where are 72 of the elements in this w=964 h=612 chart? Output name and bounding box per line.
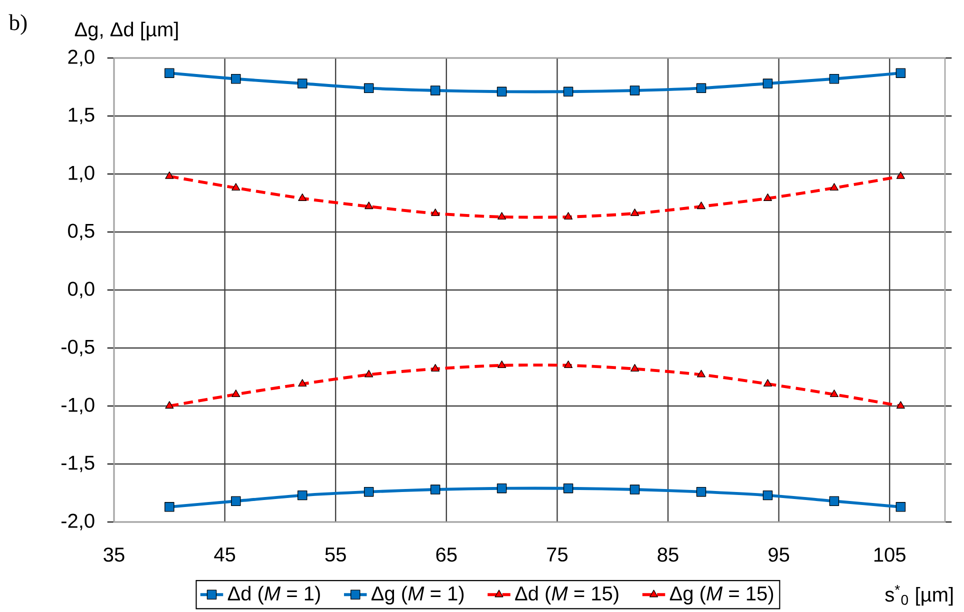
text: b) <box>8 14 27 35</box>
point <box>564 212 573 220</box>
y-tick-label: -2,0 <box>61 514 94 530</box>
point <box>430 484 440 494</box>
point <box>496 86 507 97</box>
point <box>630 364 640 372</box>
y-tick-label: 0,0 <box>68 282 94 298</box>
point <box>430 86 440 96</box>
point <box>696 83 706 94</box>
y-tick-label: -0,5 <box>61 340 94 356</box>
point <box>896 68 906 78</box>
legend-label: Δd (M = 15) <box>515 586 618 604</box>
y-axis-title: Δg, Δd [µm] <box>74 22 178 40</box>
point <box>364 202 374 210</box>
y-tick-label: -1,0 <box>61 398 94 414</box>
x-tick-label: 65 <box>436 548 457 562</box>
x-tick-label: 35 <box>104 548 124 562</box>
legend-label: Δd (M = 1) <box>228 586 320 604</box>
point <box>431 208 440 216</box>
x-tick-label: 105 <box>874 548 906 562</box>
x-tick-label: 55 <box>325 548 346 562</box>
point <box>830 390 838 397</box>
point <box>696 202 706 210</box>
point <box>763 193 772 201</box>
point <box>630 484 640 494</box>
x-axis-title: s$^{*}$$_{0}$ [µm] <box>885 584 953 606</box>
y-tick-label: -1,5 <box>61 456 94 472</box>
point <box>364 370 374 378</box>
point <box>762 490 773 500</box>
point <box>232 183 240 191</box>
point <box>232 390 240 397</box>
x-tick-label: 95 <box>768 548 790 562</box>
y-tick-label: 1,0 <box>68 166 94 182</box>
point <box>563 483 574 494</box>
point <box>896 401 905 409</box>
point <box>696 370 706 378</box>
point <box>297 490 308 500</box>
point <box>498 360 506 368</box>
point <box>564 360 573 368</box>
x-tick-label: 75 <box>547 548 568 562</box>
point <box>231 74 241 84</box>
point <box>364 83 374 94</box>
point <box>165 171 174 179</box>
point <box>498 212 506 220</box>
y-tick-label: 1,5 <box>68 108 94 124</box>
x-tick-label: 85 <box>658 548 678 562</box>
point <box>696 486 706 497</box>
point <box>829 74 840 84</box>
point <box>563 86 574 97</box>
point <box>762 78 773 88</box>
point <box>431 364 440 372</box>
point <box>164 502 174 512</box>
point <box>364 486 374 497</box>
point <box>896 171 905 179</box>
point <box>630 86 640 96</box>
legend-label: Δg (M = 15) <box>670 586 774 604</box>
point <box>165 401 174 409</box>
point <box>896 502 906 512</box>
point <box>830 183 838 191</box>
legend-label: Δg (M = 1) <box>371 586 464 604</box>
point <box>763 379 772 387</box>
y-tick-label: 2,0 <box>68 50 94 66</box>
point <box>298 193 307 201</box>
point <box>164 68 174 78</box>
point <box>298 379 307 387</box>
point <box>829 496 840 506</box>
y-tick-label: 0,5 <box>68 224 94 240</box>
point <box>496 483 507 494</box>
x-tick-label: 45 <box>214 548 236 562</box>
point <box>630 208 640 216</box>
point <box>297 78 308 88</box>
point <box>231 496 241 506</box>
